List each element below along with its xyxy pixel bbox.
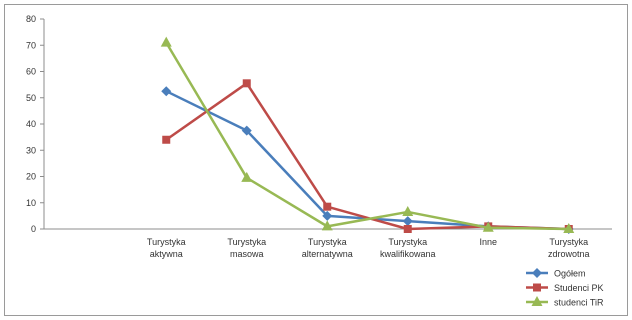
data-point xyxy=(323,202,332,211)
legend-swatch-marker xyxy=(533,283,541,292)
x-tick-label: Inne xyxy=(479,237,497,247)
legend-item: Studenci PK xyxy=(526,283,604,293)
legend-item: studenci TiR xyxy=(526,296,604,308)
x-tick-label-line: Turystyka xyxy=(147,237,186,247)
series-line xyxy=(165,90,569,231)
data-point xyxy=(162,135,171,144)
legend: Ogółem Studenci PK studenci TiR xyxy=(526,268,604,308)
x-tick-label-line: aktywna xyxy=(150,249,183,259)
x-tick-label-line: masowa xyxy=(230,249,264,259)
x-tick-label-line: Turystyka xyxy=(549,237,588,247)
data-point xyxy=(241,125,252,136)
data-point xyxy=(322,210,333,221)
legend-swatch-marker xyxy=(532,268,542,278)
data-point xyxy=(402,216,413,227)
y-tick-label: 30 xyxy=(26,145,36,155)
y-axis-ticks: 0 10 20 30 40 50 60 70 80 xyxy=(26,14,44,234)
series-layer xyxy=(160,36,575,234)
series-line xyxy=(165,41,569,231)
axes xyxy=(43,19,612,230)
y-tick-label: 20 xyxy=(26,172,36,182)
data-point xyxy=(403,225,412,233)
series-1 xyxy=(161,86,574,234)
y-tick-label: 40 xyxy=(26,119,36,129)
data-point xyxy=(242,79,251,88)
data-point xyxy=(161,86,172,97)
x-tick-label: Turystyka aktywna xyxy=(147,237,186,259)
x-tick-label-line: kwalifikowana xyxy=(380,249,436,259)
x-tick-label-line: Turystyka xyxy=(308,237,347,247)
data-point xyxy=(241,171,253,182)
y-tick-label: 70 xyxy=(26,40,36,50)
legend-item: Ogółem xyxy=(526,268,586,279)
x-tick-label-line: Turystyka xyxy=(388,237,427,247)
data-point xyxy=(402,205,414,216)
legend-swatch-marker xyxy=(531,296,543,306)
series-line xyxy=(165,82,569,231)
y-tick-label: 60 xyxy=(26,67,36,77)
y-tick-label: 0 xyxy=(31,224,36,234)
series-2 xyxy=(162,79,573,233)
data-point xyxy=(321,220,333,231)
x-tick-label: Turystyka alternatywna xyxy=(302,237,353,259)
legend-label: Ogółem xyxy=(554,269,586,279)
x-tick-label-line: Turystyka xyxy=(227,237,266,247)
legend-label: Studenci PK xyxy=(554,283,604,293)
y-tick-label: 80 xyxy=(26,14,36,24)
x-tick-label-line: Inne xyxy=(479,237,497,247)
y-tick-label: 10 xyxy=(26,198,36,208)
chart-frame xyxy=(4,4,628,316)
x-tick-label: Turystyka masowa xyxy=(227,237,266,259)
y-tick-label: 50 xyxy=(26,93,36,103)
x-tick-label: Turystyka zdrowotna xyxy=(548,237,590,259)
x-tick-label-line: alternatywna xyxy=(302,249,353,259)
series-3 xyxy=(160,36,575,233)
data-point xyxy=(482,221,494,232)
data-point xyxy=(160,36,172,47)
legend-label: studenci TiR xyxy=(554,298,604,308)
data-point xyxy=(563,223,575,233)
x-tick-label-line: zdrowotna xyxy=(548,249,590,259)
x-tick-label: Turystyka kwalifikowana xyxy=(380,237,436,259)
